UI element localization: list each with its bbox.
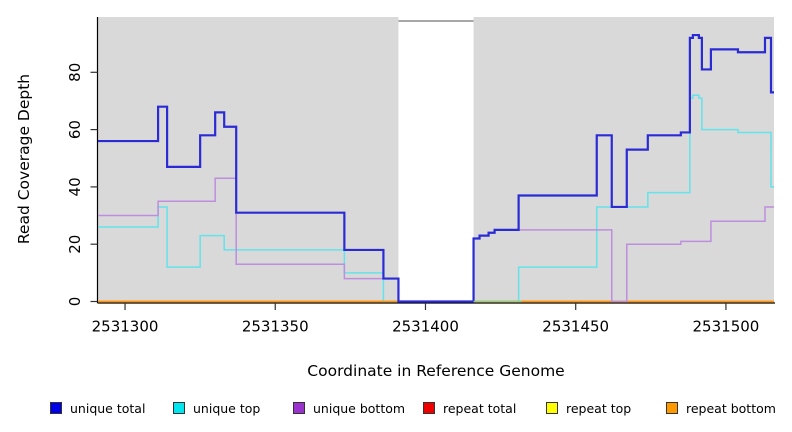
- legend-item-repeat-total: repeat total: [423, 399, 516, 417]
- x-tick-label: 2531350: [242, 318, 309, 336]
- legend-item-repeat-top: repeat top: [546, 399, 631, 417]
- masked-region: [398, 17, 474, 303]
- legend-swatch-icon: [293, 402, 305, 414]
- legend-label: repeat top: [566, 400, 632, 416]
- legend-swatch-icon: [173, 402, 185, 414]
- y-tick-label: 60: [66, 120, 84, 139]
- legend: unique total unique top unique bottom repea…: [0, 399, 792, 419]
- legend-label: unique top: [193, 400, 261, 416]
- legend-item-unique-top: unique top: [173, 399, 260, 417]
- legend-item-unique-total: unique total: [50, 399, 145, 417]
- legend-swatch-icon: [546, 402, 558, 414]
- legend-label: repeat bottom: [686, 400, 776, 416]
- legend-label: unique bottom: [313, 400, 406, 416]
- x-tick-label: 2531450: [542, 318, 609, 336]
- x-tick-label: 2531400: [392, 318, 459, 336]
- legend-label: unique total: [70, 400, 146, 416]
- y-tick-label: 20: [66, 235, 84, 254]
- x-tick-label: 2531300: [92, 318, 159, 336]
- series-unique-top: [98, 94, 774, 303]
- legend-swatch-icon: [666, 402, 678, 414]
- legend-label: repeat total: [443, 400, 517, 416]
- series-unique-total: [98, 33, 774, 303]
- legend-item-unique-bottom: unique bottom: [293, 399, 405, 417]
- x-axis-label: Coordinate in Reference Genome: [307, 362, 565, 380]
- y-axis-label: Read Coverage Depth: [15, 73, 33, 245]
- legend-swatch-icon: [423, 402, 435, 414]
- legend-item-repeat-bottom: repeat bottom: [666, 399, 776, 417]
- y-tick-label: 0: [66, 297, 84, 307]
- x-tick-label: 2531500: [693, 318, 760, 336]
- legend-swatch-icon: [50, 402, 62, 414]
- y-tick-label: 80: [66, 63, 84, 82]
- y-tick-label: 40: [66, 177, 84, 196]
